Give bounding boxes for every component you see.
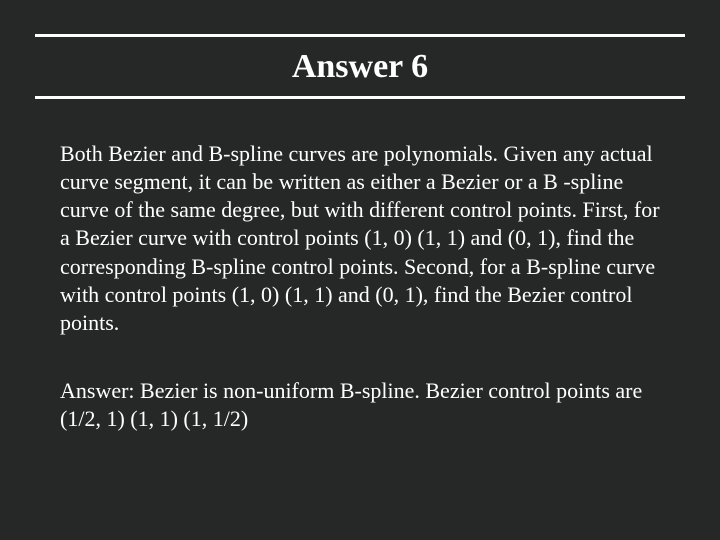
slide-title: Answer 6 <box>0 48 720 86</box>
rule-top <box>35 34 685 37</box>
rule-bottom <box>35 96 685 99</box>
answer-paragraph: Answer: Bezier is non-uniform B-spline. … <box>60 377 660 433</box>
slide-body: Both Bezier and B-spline curves are poly… <box>60 140 660 433</box>
question-paragraph: Both Bezier and B-spline curves are poly… <box>60 140 660 337</box>
slide: Answer 6 Both Bezier and B-spline curves… <box>0 0 720 540</box>
